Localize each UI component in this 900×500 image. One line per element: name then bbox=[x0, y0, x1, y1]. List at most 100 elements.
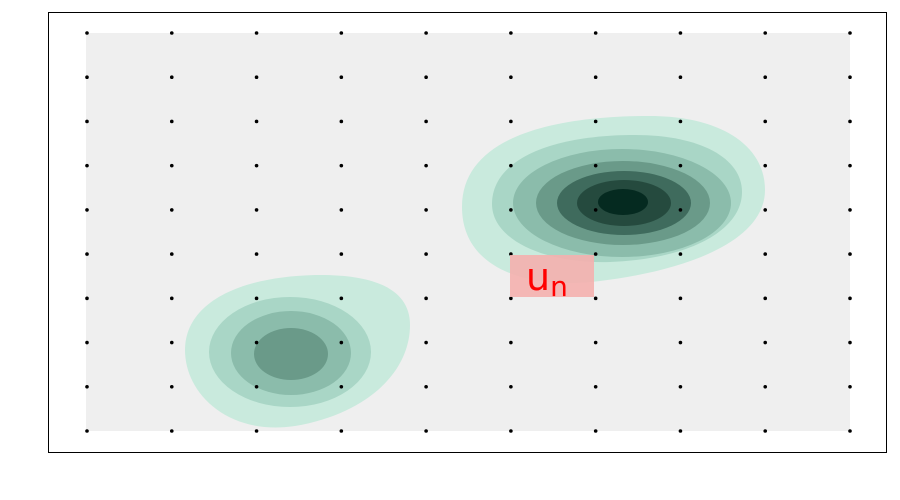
state-label: un bbox=[510, 255, 594, 303]
grid-dot bbox=[254, 429, 259, 433]
grid-dot bbox=[169, 208, 174, 212]
grid-dot bbox=[763, 252, 768, 256]
grid-dot bbox=[593, 429, 598, 433]
grid-dot bbox=[763, 208, 768, 212]
grid-dot bbox=[848, 296, 852, 301]
grid-dot bbox=[85, 31, 89, 35]
grid-dot bbox=[339, 296, 344, 301]
grid-dot bbox=[339, 119, 344, 124]
grid-dot bbox=[848, 340, 852, 345]
grid-dot bbox=[424, 119, 428, 124]
grid-dot bbox=[254, 252, 259, 256]
grid-dot bbox=[424, 252, 428, 256]
grid-dot bbox=[678, 252, 683, 256]
grid-dot bbox=[509, 31, 513, 35]
state-label-text: un bbox=[526, 255, 568, 303]
grid-dot bbox=[254, 119, 259, 124]
lower-left-distribution bbox=[185, 274, 410, 428]
grid-dot bbox=[509, 163, 513, 168]
grid-dot bbox=[848, 208, 852, 212]
grid-dot bbox=[169, 119, 174, 124]
grid-dot bbox=[85, 119, 89, 124]
grid-dot bbox=[85, 429, 89, 433]
grid-dot bbox=[169, 429, 174, 433]
grid-dot bbox=[254, 31, 259, 35]
lower-left-contour-4 bbox=[254, 328, 328, 380]
grid-dot bbox=[678, 340, 683, 345]
grid-dot bbox=[848, 75, 852, 80]
grid-dot bbox=[763, 429, 768, 433]
grid-dot bbox=[254, 296, 259, 301]
upper-right-contour-7 bbox=[598, 189, 648, 215]
grid-dot bbox=[339, 252, 344, 256]
grid-dot bbox=[593, 75, 598, 80]
grid-dot bbox=[424, 429, 428, 433]
grid-dot bbox=[678, 429, 683, 433]
grid-dot bbox=[339, 384, 344, 389]
grid-dot bbox=[509, 119, 513, 124]
grid-dot bbox=[85, 252, 89, 256]
grid-dot bbox=[678, 296, 683, 301]
grid-dot bbox=[763, 163, 768, 168]
grid-dot bbox=[169, 296, 174, 301]
grid-dot bbox=[763, 340, 768, 345]
grid-dot bbox=[254, 163, 259, 168]
grid-dot bbox=[509, 296, 513, 301]
grid-dot bbox=[424, 208, 428, 212]
state-label-subscript: n bbox=[550, 270, 568, 303]
grid-dot bbox=[593, 163, 598, 168]
grid-dot bbox=[169, 163, 174, 168]
grid-dot bbox=[169, 384, 174, 389]
grid-dot bbox=[169, 75, 174, 80]
grid-dot bbox=[85, 340, 89, 345]
grid-dot bbox=[509, 75, 513, 80]
grid-dot bbox=[678, 208, 683, 212]
grid-dot bbox=[593, 119, 598, 124]
grid-dot bbox=[424, 340, 428, 345]
grid-dot bbox=[848, 119, 852, 124]
grid-dot bbox=[763, 296, 768, 301]
grid-dot bbox=[848, 384, 852, 389]
grid-dot bbox=[763, 31, 768, 35]
grid-dot bbox=[678, 163, 683, 168]
grid-dot bbox=[848, 31, 852, 35]
grid-dot bbox=[848, 163, 852, 168]
state-label-background bbox=[510, 255, 594, 297]
grid-dot bbox=[169, 31, 174, 35]
grid-dot bbox=[169, 340, 174, 345]
grid-dot bbox=[509, 429, 513, 433]
grid-dot bbox=[593, 31, 598, 35]
grid-dot bbox=[424, 163, 428, 168]
grid-dot bbox=[678, 31, 683, 35]
grid-dot bbox=[254, 384, 259, 389]
grid-dot bbox=[169, 252, 174, 256]
grid-dot bbox=[424, 296, 428, 301]
grid-dot bbox=[593, 208, 598, 212]
grid-dot bbox=[339, 31, 344, 35]
state-label-main: u bbox=[526, 255, 550, 299]
grid-dot bbox=[593, 296, 598, 301]
grid-dot bbox=[85, 75, 89, 80]
grid-dot bbox=[424, 384, 428, 389]
grid-dot bbox=[593, 384, 598, 389]
grid-dot bbox=[424, 75, 428, 80]
grid-dot bbox=[339, 340, 344, 345]
grid-dot bbox=[339, 163, 344, 168]
grid-dot bbox=[509, 208, 513, 212]
grid-dot bbox=[85, 163, 89, 168]
grid-dot bbox=[424, 31, 428, 35]
grid-dot bbox=[678, 75, 683, 80]
grid-dot bbox=[678, 119, 683, 124]
grid-dot bbox=[763, 75, 768, 80]
grid-dot bbox=[848, 429, 852, 433]
grid-dot bbox=[593, 252, 598, 256]
grid-dot bbox=[339, 75, 344, 80]
grid-dot bbox=[763, 384, 768, 389]
grid-dot bbox=[85, 384, 89, 389]
grid-dot bbox=[848, 252, 852, 256]
grid-dot bbox=[763, 119, 768, 124]
grid-dot bbox=[678, 384, 683, 389]
grid-dot bbox=[339, 208, 344, 212]
grid-dot bbox=[254, 208, 259, 212]
